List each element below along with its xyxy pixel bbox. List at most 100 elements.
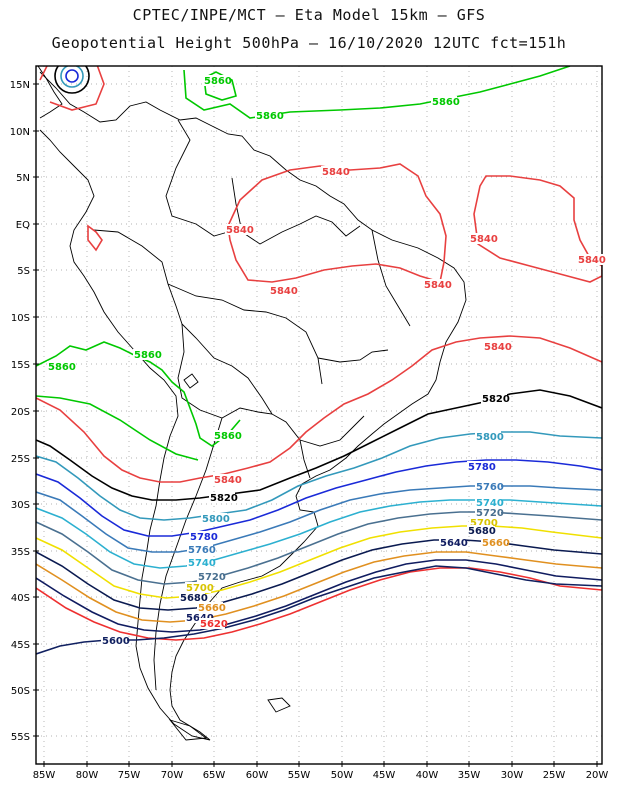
lon-label: 80W (76, 770, 99, 781)
lon-label: 50W (331, 770, 354, 781)
contour-label: 5780 (190, 532, 218, 543)
border-4 (167, 283, 323, 385)
contour-label: 5860 (204, 76, 232, 87)
lon-label: 45W (373, 770, 396, 781)
contour-labels: 5860 5860 5860 5860 5860 5860 5840 5840 5840 5840… (47, 75, 606, 647)
contour-label-bg (475, 431, 501, 442)
contour-5840-atlantic (473, 175, 602, 283)
contour-label-bg (467, 461, 493, 472)
contour-label: 5620 (200, 619, 228, 630)
contour-label-bg (269, 285, 295, 296)
lat-label: 10N (10, 127, 30, 138)
contour-label: 5820 (482, 394, 510, 405)
contour-label: 5680 (180, 593, 208, 604)
contour-label: 5740 (476, 498, 504, 509)
contour-label-bg (481, 537, 507, 548)
lat-label: 5S (17, 266, 30, 277)
lat-label: 45S (11, 640, 30, 651)
contour-label-bg (47, 361, 73, 372)
contour-label-bg (209, 492, 235, 503)
contour-label-bg (255, 110, 281, 121)
contour-label: 5840 (322, 167, 350, 178)
contour-label-bg (577, 254, 603, 265)
lon-label: 75W (118, 770, 141, 781)
contour-label: 5860 (134, 350, 162, 361)
contour-label-bg (423, 279, 449, 290)
contour-label: 5600 (102, 636, 130, 647)
map-frame (35, 65, 603, 765)
central-america (37, 66, 63, 119)
lon-label: 25W (543, 770, 566, 781)
contour-label: 5840 (214, 475, 242, 486)
contour-label: 5820 (210, 493, 238, 504)
contour-label: 5760 (476, 482, 504, 493)
border-8 (317, 349, 389, 363)
low-center-ring-2 (60, 66, 84, 88)
contour-label-bg (483, 341, 509, 352)
lat-label: 40S (11, 593, 30, 604)
contour-label-bg (475, 497, 501, 508)
contour-label-bg (201, 513, 227, 524)
contour-5860-north-blob (203, 71, 237, 101)
longitude-labels: 85W 80W 75W 70W 65W 60W 55W 50W 45W 40W 35W 30W 25W 2… (33, 770, 609, 781)
contour-label: 5780 (468, 462, 496, 473)
coastline-and-borders (37, 66, 467, 741)
contour-label: 5640 (440, 538, 468, 549)
lat-label: 30S (11, 500, 30, 511)
contour-label: 5860 (432, 97, 460, 108)
contour-label: 5760 (188, 545, 216, 556)
lat-label: 10S (11, 313, 30, 324)
contour-label: 5840 (470, 234, 498, 245)
contour-label: 5860 (214, 431, 242, 442)
contour-label-bg (469, 517, 495, 528)
south-america-coastline (39, 71, 467, 741)
contour-label-bg (469, 233, 495, 244)
contour-5780 (36, 459, 602, 537)
lon-label: 30W (501, 770, 524, 781)
contour-label-bg (203, 75, 229, 86)
low-center-ring-1 (65, 69, 79, 83)
contour-label-bg (475, 481, 501, 492)
contour-label: 5800 (202, 514, 230, 525)
contour-label: 5720 (476, 508, 504, 519)
contour-label-bg (431, 96, 457, 107)
contour-label: 5840 (484, 342, 512, 353)
lat-label: 15S (11, 360, 30, 371)
border-2 (231, 177, 361, 245)
contour-5860-west (36, 341, 241, 447)
lon-label: 40W (416, 770, 439, 781)
contour-5720 (36, 511, 602, 585)
contour-label-bg (179, 592, 205, 603)
contour-label: 5860 (256, 111, 284, 122)
contour-5840-brazil (227, 163, 447, 284)
lon-label: 60W (246, 770, 269, 781)
axis-ticks (33, 83, 598, 767)
contour-5840-south (36, 335, 602, 483)
contour-label: 5800 (476, 432, 504, 443)
contour-label: 5700 (186, 583, 214, 594)
contour-label-bg (467, 525, 493, 536)
contour-label-bg (439, 537, 465, 548)
lat-label: 20S (11, 407, 30, 418)
contour-label-bg (197, 571, 223, 582)
contour-5860-west-lower (36, 395, 199, 461)
border-9 (371, 229, 411, 327)
lat-label: EQ (16, 220, 30, 231)
contour-label-bg (199, 618, 225, 629)
lon-label: 85W (33, 770, 56, 781)
falklands (267, 697, 291, 713)
lon-label: 20W (586, 770, 609, 781)
graticule (36, 66, 602, 764)
contour-label-bg (481, 393, 507, 404)
border-7 (299, 415, 365, 447)
map-title-line-2: Geopotential Height 500hPa – 16/10/2020 … (51, 34, 567, 52)
contour-label: 5700 (470, 518, 498, 529)
contour-label: 5860 (48, 362, 76, 373)
contour-5840-west (87, 224, 103, 252)
lat-label: 15N (10, 80, 30, 91)
contour-label-bg (475, 507, 501, 518)
border-6 (153, 417, 223, 691)
tierra-del-fuego (168, 719, 208, 741)
contour-5860-north (183, 66, 571, 119)
